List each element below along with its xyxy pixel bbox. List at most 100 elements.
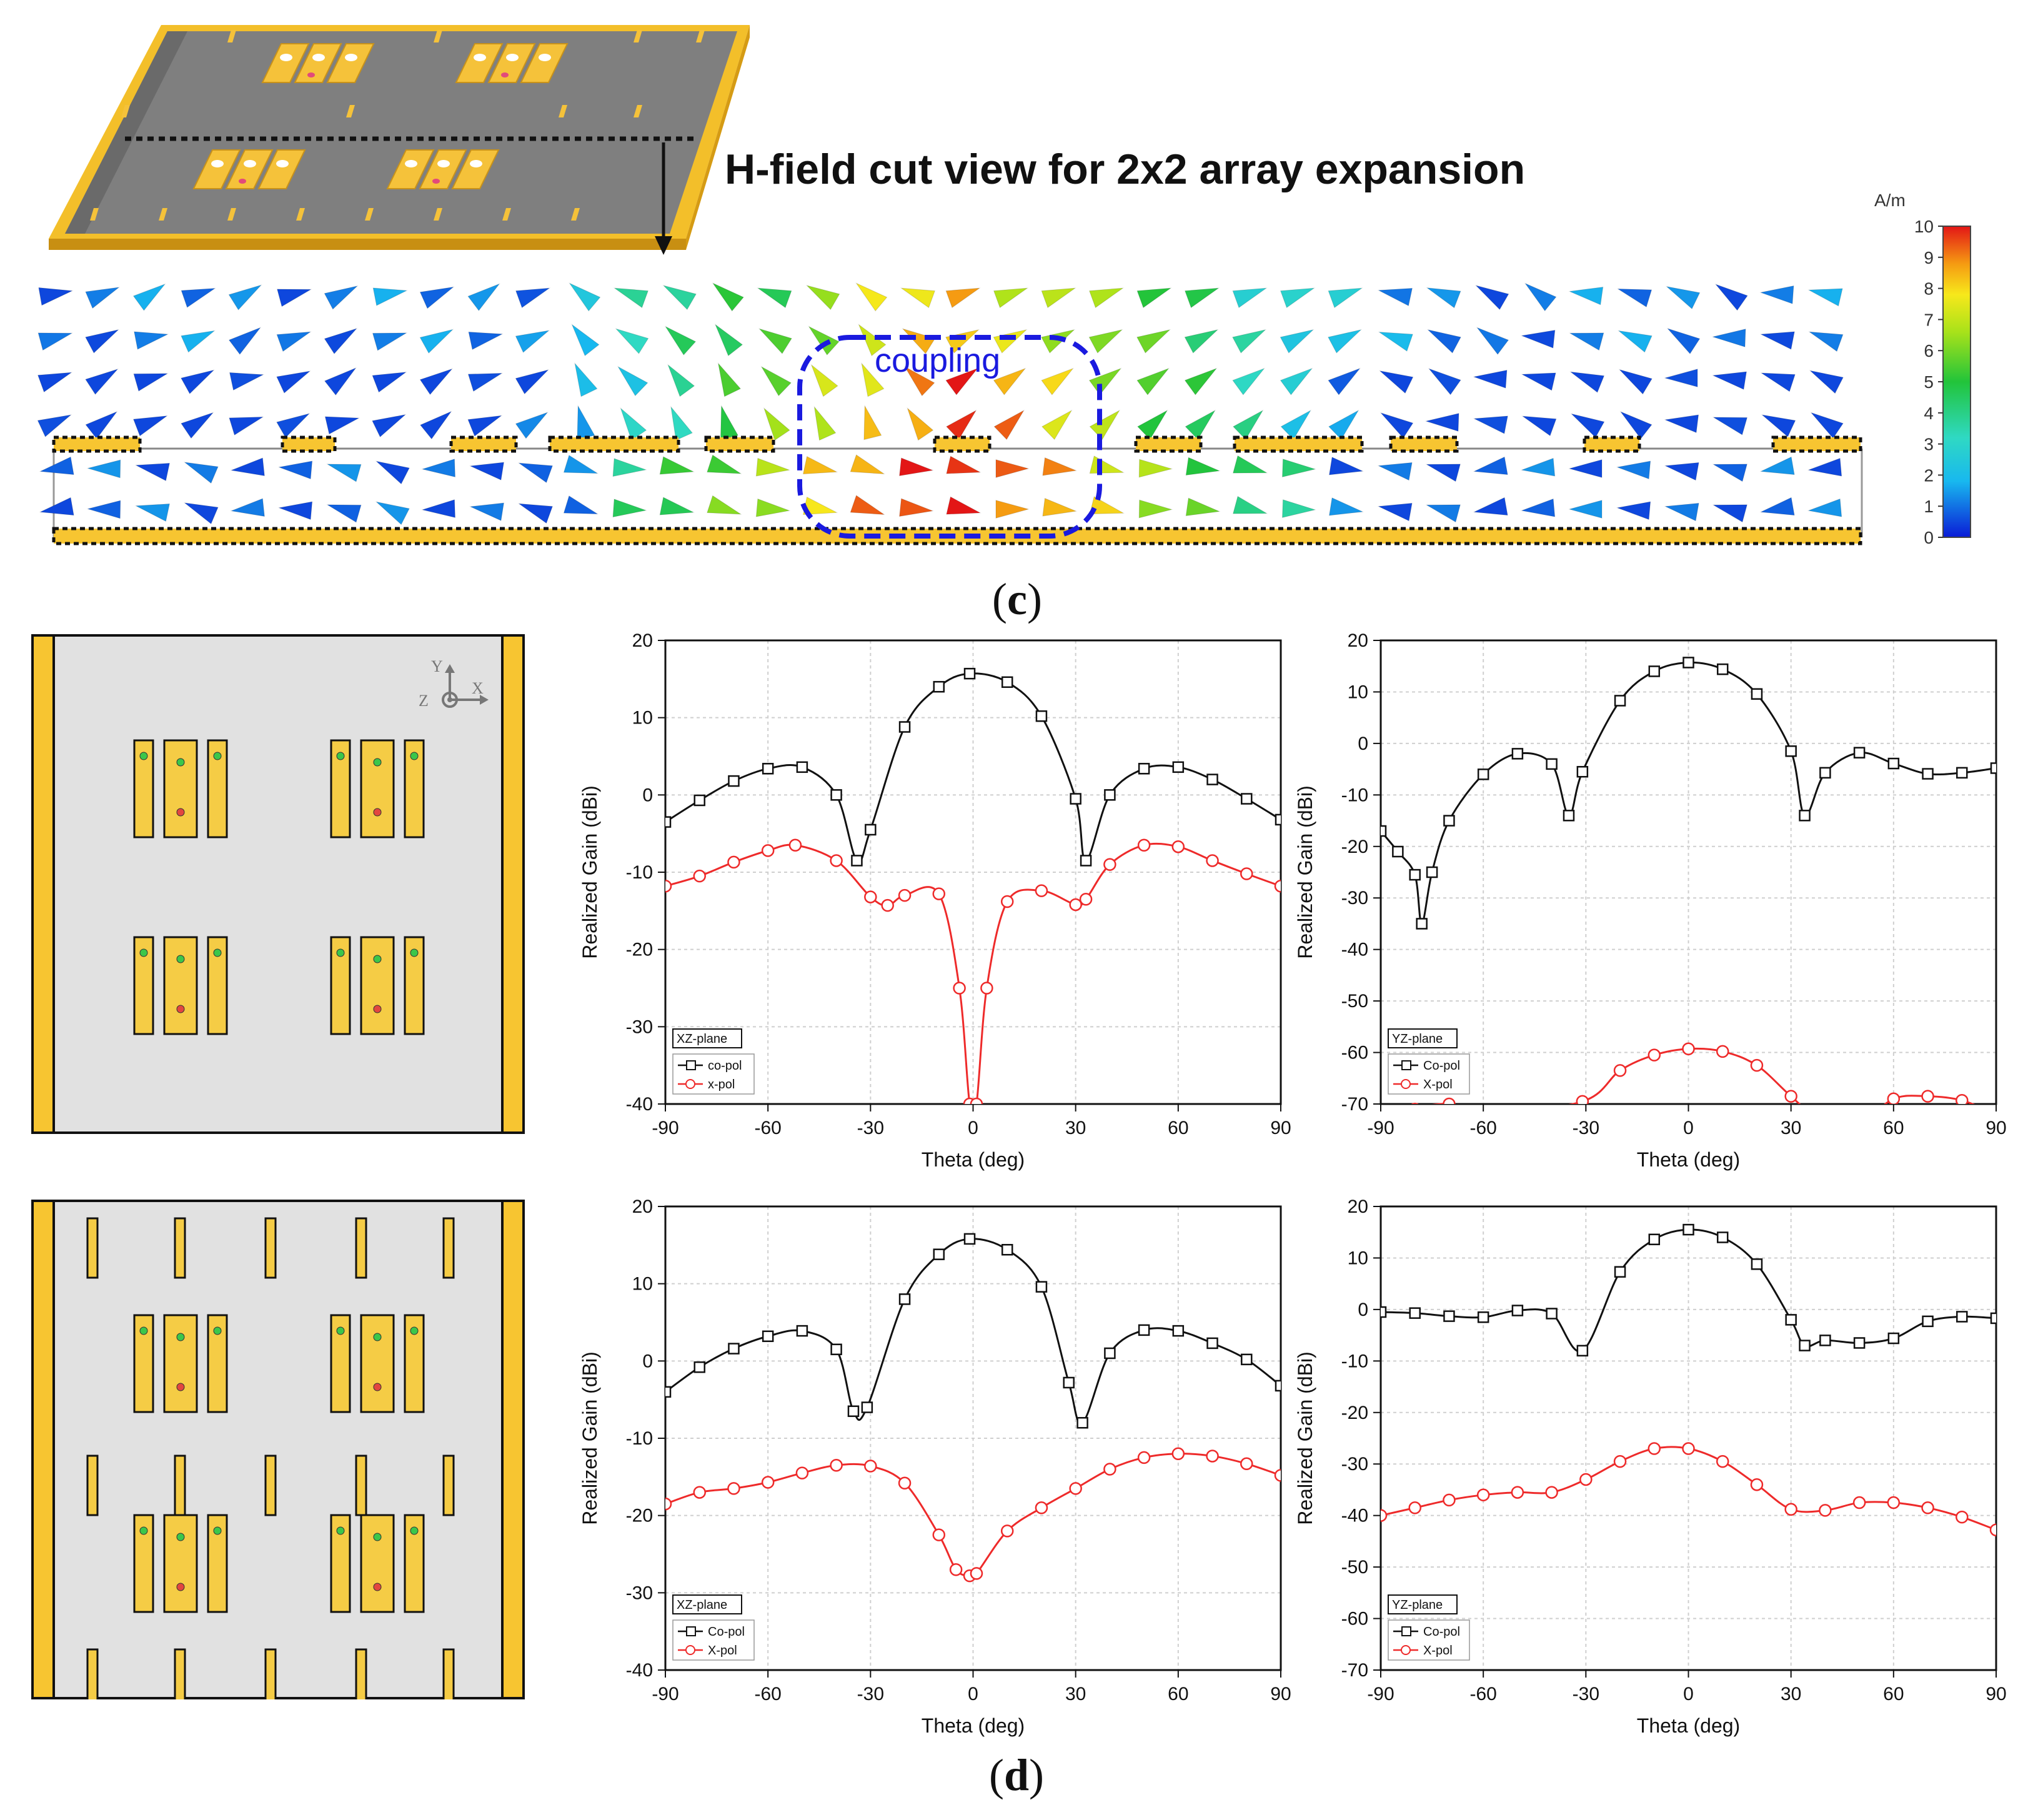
y-tick-label: 0 [642, 785, 653, 805]
field-arrow [1618, 330, 1653, 353]
x-pol-marker [898, 1476, 912, 1489]
board3d-patch [225, 149, 274, 189]
co-pol-marker [1751, 688, 1763, 700]
feed-pin [176, 1005, 185, 1013]
x-pol-marker [1443, 1493, 1456, 1507]
x-pol-marker [864, 890, 877, 903]
field-arrow [85, 329, 120, 354]
field-arrow [230, 457, 265, 477]
field-arrow [1138, 459, 1173, 478]
field-arrow [707, 454, 742, 474]
co-pol-marker [1426, 866, 1438, 878]
y-tick-label: 10 [1348, 1248, 1368, 1268]
legend: YZ-plane Co-pol X-pol [1388, 1028, 1470, 1095]
field-arrow [1088, 287, 1125, 309]
y-tick-label: -30 [1341, 888, 1368, 908]
co-pol-marker [1241, 793, 1253, 805]
via-hole [470, 160, 482, 167]
x-pol-marker [761, 844, 775, 857]
field-arrow [1184, 367, 1218, 395]
short-pin [373, 758, 382, 767]
y-tick-label: -20 [626, 940, 653, 960]
field-arrow [1761, 414, 1796, 437]
x-pol-marker [693, 1486, 706, 1499]
short-pin [336, 1526, 345, 1535]
x-pol-marker [1411, 1102, 1419, 1104]
field-arrow [276, 370, 311, 394]
field-arrow [181, 369, 215, 394]
field-arrow [1378, 370, 1414, 394]
x-pol-marker [1648, 1442, 1661, 1455]
field-arrow [229, 372, 265, 391]
co-pol-marker [1409, 868, 1421, 881]
y-tick-label: -50 [1341, 1557, 1368, 1578]
short-pin [176, 1333, 185, 1341]
x-pol-marker [1476, 1488, 1490, 1501]
field-arrow [375, 460, 410, 485]
field-arrow [1521, 415, 1557, 437]
field-arrow [1520, 457, 1556, 477]
feed-point [501, 72, 509, 77]
parasitic-side-patch [330, 1514, 351, 1613]
colorbar-tick-label: 10 [1914, 217, 1934, 236]
x-pol-marker [932, 887, 946, 900]
colorbar-tick-label: 6 [1924, 341, 1934, 361]
x-pol-marker [1103, 1463, 1116, 1476]
parasitic-strip [355, 1648, 367, 1699]
feed-pin [176, 1583, 185, 1591]
series-line-0 [1381, 1228, 1996, 1353]
field-arrow [1425, 504, 1461, 523]
field-arrow [662, 285, 697, 311]
x-tick-label: 60 [1168, 1118, 1188, 1138]
x-pol-marker [1000, 895, 1014, 908]
co-pol-marker [1785, 1314, 1797, 1326]
co-pol-marker [1001, 676, 1013, 689]
co-pol-marker [1614, 1266, 1626, 1278]
field-arrow [993, 409, 1025, 440]
field-arrow [229, 416, 264, 436]
co-pol-marker [1751, 1258, 1763, 1270]
legend-entry: x-pol [708, 1078, 735, 1092]
x-pol-marker [1887, 1092, 1901, 1104]
field-arrow [1185, 409, 1216, 440]
board-3d-patches [90, 30, 705, 221]
x-pol-marker [1784, 1503, 1797, 1516]
x-tick-label: 0 [1683, 1684, 1694, 1704]
parasitic-strip [86, 1455, 99, 1516]
short-pin [176, 758, 185, 767]
x-pol-marker [1274, 880, 1281, 893]
x-pol-marker [761, 1476, 775, 1489]
field-arrow [1233, 455, 1268, 474]
field-arrow [1664, 462, 1699, 481]
field-arrow [1474, 285, 1509, 311]
legend-entry: Co-pol [1423, 1625, 1460, 1639]
x-tick-label: -60 [754, 1118, 781, 1138]
field-arrow [468, 331, 504, 351]
patch-strip [548, 435, 680, 453]
side-copper-right [501, 634, 525, 1134]
x-pol-marker [1613, 1455, 1627, 1468]
array-layout-without-parasitic: Y X Z [31, 634, 525, 1134]
board3d-patch [261, 43, 310, 83]
y-axis-label: Realized Gain (dBi) [579, 1351, 601, 1524]
field-arrow [1570, 413, 1605, 438]
field-arrow [469, 502, 505, 521]
board3d-patch [386, 149, 435, 189]
co-pol-marker [1956, 1311, 1968, 1323]
via-hole [280, 54, 292, 61]
board3d-patch [520, 43, 569, 83]
field-arrow [39, 456, 74, 475]
field-arrow [907, 407, 934, 441]
field-arrow [717, 362, 742, 397]
field-arrows [37, 282, 1844, 525]
co-pol-marker [898, 1293, 911, 1305]
metal-strips [52, 435, 1862, 545]
field-arrow [1281, 459, 1316, 478]
field-arrow [1328, 497, 1364, 516]
legend-entry: X-pol [1423, 1078, 1453, 1092]
board3d-slot [696, 30, 705, 42]
short-pin [213, 752, 222, 760]
grid [665, 640, 1281, 1105]
field-arrow [757, 287, 792, 309]
